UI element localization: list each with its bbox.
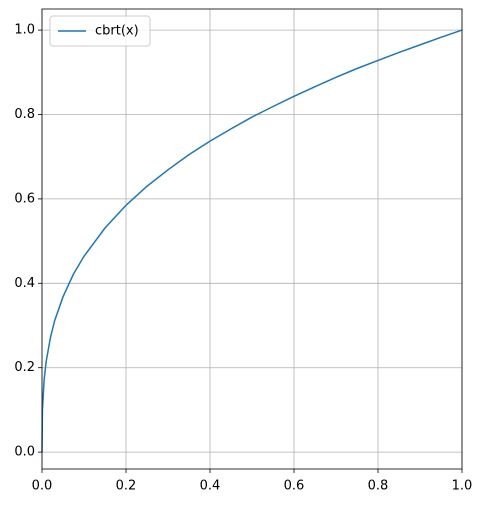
line-series <box>41 29 463 453</box>
x-tick-label: 1.0 <box>452 479 473 494</box>
x-tick-label: 0.6 <box>284 479 305 494</box>
y-tick-label: 1.0 <box>14 23 35 38</box>
legend-box <box>49 15 151 47</box>
y-tick-label: 0.0 <box>14 445 35 460</box>
y-tick-label: 0.6 <box>14 191 35 206</box>
x-tick-label: 0.8 <box>368 479 389 494</box>
y-tick-label: 0.2 <box>14 360 35 375</box>
plot-frame <box>41 8 463 470</box>
y-tick-label: 0.4 <box>14 276 35 291</box>
x-tick-label: 0.2 <box>116 479 137 494</box>
x-tick-label: 0.0 <box>32 479 53 494</box>
legend-label: cbrt(x) <box>95 24 139 39</box>
y-tick-label: 0.8 <box>14 107 35 122</box>
legend: cbrt(x) <box>49 15 151 47</box>
x-tick-label: 0.4 <box>200 479 221 494</box>
